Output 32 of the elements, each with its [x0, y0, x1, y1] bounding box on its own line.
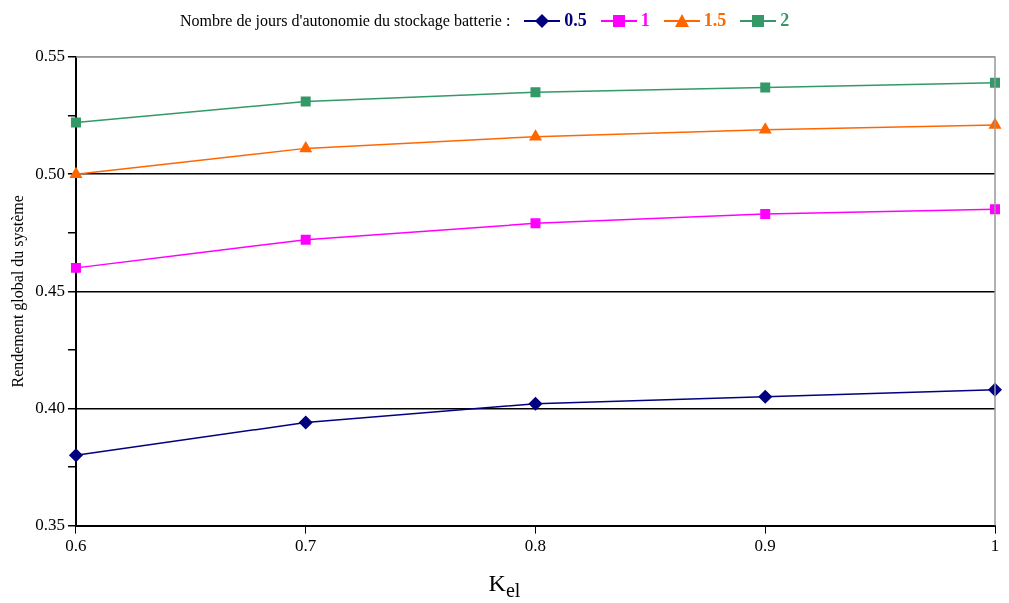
point	[760, 208, 771, 219]
legend-label: 1	[640, 10, 650, 31]
point	[299, 141, 312, 153]
legend-label: 0.5	[564, 10, 587, 31]
point	[758, 389, 772, 404]
x-axis-title: K$_{el}$	[487, 570, 522, 602]
point	[69, 448, 83, 463]
point	[300, 234, 311, 245]
x-tick-label: 0.7	[295, 536, 317, 556]
point	[530, 218, 541, 229]
y-tick-label: 0.45	[35, 280, 65, 300]
y-tick-label: 0.50	[35, 163, 65, 183]
point	[70, 262, 81, 273]
legend-title: Nombre de jours d'autonomie du stockage batterie :	[180, 11, 511, 30]
point	[530, 87, 541, 98]
y-tick-label: 0.35	[35, 515, 65, 535]
point	[760, 82, 771, 93]
point	[300, 96, 311, 107]
x-tick-label: 0.9	[754, 536, 776, 556]
point	[759, 122, 772, 134]
x-tick-label: 1	[990, 536, 1000, 556]
point	[528, 397, 543, 411]
x-tick-label: 0.8	[524, 536, 547, 556]
point	[298, 415, 313, 430]
point	[529, 129, 542, 141]
legend-label: 1.5	[703, 10, 727, 31]
legend-label: 2	[780, 10, 790, 31]
x-tick-label: 0.6	[65, 536, 87, 556]
y-tick-label: 0.55	[35, 46, 65, 66]
y-tick-label: 0.40	[35, 397, 65, 417]
point	[70, 117, 81, 128]
y-axis-title: Rendement global du système	[8, 195, 27, 388]
